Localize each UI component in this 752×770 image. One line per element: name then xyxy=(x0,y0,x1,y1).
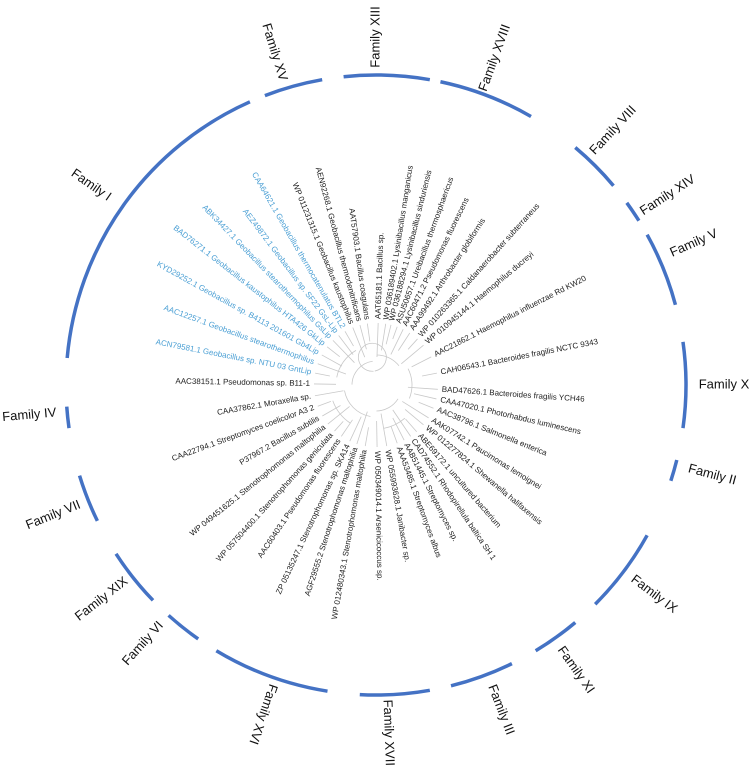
branch xyxy=(358,342,387,372)
family-arc xyxy=(450,662,513,688)
branch xyxy=(344,390,371,417)
family-arc xyxy=(593,534,649,606)
branch xyxy=(359,325,367,350)
branch xyxy=(344,331,354,347)
branch xyxy=(315,372,330,377)
family-label: Family IV xyxy=(2,404,58,424)
branch xyxy=(407,338,418,350)
branch xyxy=(332,400,351,424)
branch xyxy=(383,417,406,429)
branch xyxy=(322,405,341,417)
family-arc xyxy=(669,459,679,482)
branch xyxy=(385,324,392,345)
family-label: Family IX xyxy=(628,571,681,616)
family-arc xyxy=(65,100,251,359)
branch xyxy=(338,335,354,355)
branch xyxy=(407,368,413,399)
branch xyxy=(422,372,437,377)
leaf-label: AAC38151.1 Pseudomonas sp. B11-1 xyxy=(175,377,310,388)
family-label: Family V xyxy=(667,225,720,259)
family-arc xyxy=(77,475,99,522)
family-label: Family III xyxy=(485,682,518,737)
family-arc xyxy=(114,552,155,602)
branch xyxy=(364,427,369,447)
branch xyxy=(314,390,344,397)
branch xyxy=(405,418,417,433)
branch xyxy=(401,344,424,365)
family-arc xyxy=(65,406,71,429)
branch xyxy=(392,417,405,441)
family-arc xyxy=(215,649,328,693)
family-label: Family X xyxy=(699,376,750,391)
branch xyxy=(380,413,388,447)
family-label: Family I xyxy=(69,165,115,203)
family-label: Family XVII xyxy=(381,699,398,766)
branch xyxy=(390,426,398,444)
family-label: Family VIII xyxy=(586,102,639,157)
tree-branches xyxy=(314,323,438,447)
family-label: Family XI xyxy=(555,643,598,696)
leaf-label: WP 050349014.1 Arsenicicoccus sp. xyxy=(373,451,384,581)
branch xyxy=(366,323,371,342)
branch xyxy=(327,406,350,425)
family-arc xyxy=(574,146,615,187)
branch xyxy=(397,332,411,351)
family-label: Family XIX xyxy=(72,573,131,624)
leaf-label: AAT65181.1 Bacillus sp. xyxy=(373,232,385,319)
family-label: Family VI xyxy=(119,618,166,668)
branch xyxy=(317,401,332,407)
branch xyxy=(392,326,398,340)
family-label: Family II xyxy=(687,460,738,487)
branch xyxy=(351,360,373,385)
branch xyxy=(332,340,355,363)
family-label: Family XVIII xyxy=(475,22,513,93)
family-arc xyxy=(359,688,431,697)
family-arc xyxy=(645,233,678,306)
branch xyxy=(377,354,400,366)
family-arc xyxy=(534,621,577,653)
branch xyxy=(404,409,424,426)
branch xyxy=(334,421,344,432)
branch xyxy=(376,398,399,412)
family-arc xyxy=(440,80,532,119)
branch xyxy=(321,354,343,367)
branch xyxy=(376,323,379,358)
family-arc xyxy=(264,77,323,98)
branch xyxy=(413,393,437,400)
branch xyxy=(336,350,357,378)
branch xyxy=(390,329,404,355)
family-label: Family VII xyxy=(23,497,82,533)
branch xyxy=(418,401,434,409)
family-arc xyxy=(681,341,688,429)
branch xyxy=(402,401,429,419)
branch xyxy=(326,346,340,357)
branch xyxy=(349,416,362,442)
branch xyxy=(340,419,353,437)
family-arc xyxy=(625,201,641,222)
family-arc xyxy=(343,73,431,82)
family-label: Family XV xyxy=(259,21,291,82)
branch xyxy=(411,356,432,368)
family-arc xyxy=(167,614,200,641)
branch xyxy=(356,411,368,445)
family-label: Family XIII xyxy=(367,6,382,67)
branch xyxy=(392,409,412,437)
branch xyxy=(317,363,347,375)
branch xyxy=(407,386,438,390)
branch xyxy=(381,323,387,351)
branch xyxy=(352,327,366,358)
family-label: Family XVI xyxy=(246,682,281,746)
family-label: Family XIV xyxy=(637,171,698,218)
